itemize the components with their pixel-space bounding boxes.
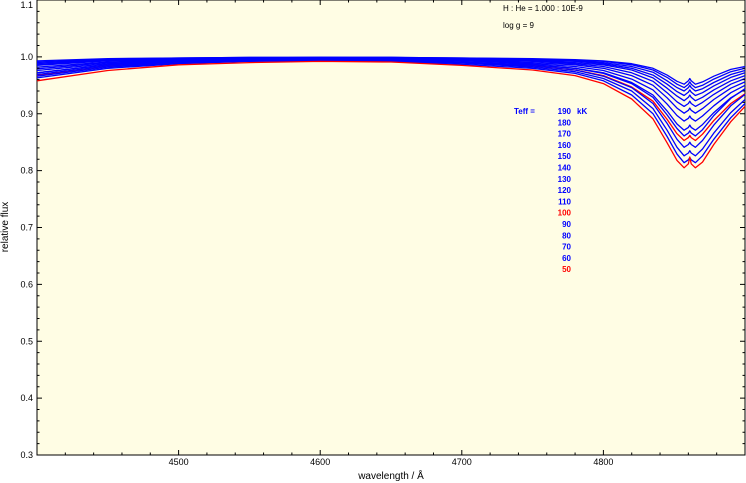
y-tick-label: 0.6 (20, 279, 33, 289)
y-tick-label: 0.5 (20, 336, 33, 346)
y-tick-label: 0.4 (20, 393, 33, 403)
x-axis-label: wavelength / Å (357, 469, 424, 482)
y-tick-label: 1.0 (20, 52, 33, 62)
legend-entry-100: 100 (558, 209, 572, 218)
legend: 190 180 170 160 150 140 130 120 110 100 90 80 70 60 50 (558, 107, 572, 274)
y-tick-label: 0.7 (20, 223, 33, 233)
x-tick-label: 4800 (593, 457, 613, 467)
legend-entry-70: 70 (562, 243, 571, 252)
y-tick-label: 0.8 (20, 166, 33, 176)
y-tick-label: 0.9 (20, 109, 33, 119)
legend-entry-90: 90 (562, 220, 571, 229)
legend-entry-80: 80 (562, 231, 571, 240)
x-tick-label: 4500 (169, 457, 189, 467)
legend-entry-130: 130 (558, 175, 572, 184)
gravity-text: log g = 9 (503, 21, 534, 30)
legend-entry-120: 120 (558, 186, 572, 195)
annotation-gravity: log g = 9 (503, 21, 534, 30)
series-lines (36, 56, 746, 169)
y-tick-label: 0.3 (20, 450, 33, 460)
x-tick-label: 4600 (310, 457, 330, 467)
y-axis-label: relative flux (0, 202, 11, 253)
legend-entry-150: 150 (558, 152, 572, 161)
axes: 4500 4600 4700 4800 0.3 0.4 0.5 0.6 0.7 0.8 0.9 1.0… (20, 0, 746, 467)
y-tick-label: 1.1 (20, 0, 33, 10)
teff-label: Teff = (514, 107, 535, 116)
legend-entry-160: 160 (558, 141, 572, 150)
series-line-60 (36, 60, 746, 164)
teff-unit: kK (577, 107, 587, 116)
legend-entry-50: 50 (562, 265, 571, 274)
abundance-text: H : He = 1.000 : 10E-9 (503, 4, 583, 13)
legend-entry-60: 60 (562, 254, 571, 263)
annotation-abundance: H : He = 1.000 : 10E-9 (503, 4, 583, 13)
series-line-50 (36, 60, 746, 169)
legend-entry-140: 140 (558, 164, 572, 173)
legend-entry-180: 180 (558, 118, 572, 127)
x-tick-label: 4700 (452, 457, 472, 467)
plot-background (36, 0, 746, 456)
legend-entry-170: 170 (558, 130, 572, 139)
legend-entry-110: 110 (558, 197, 571, 206)
legend-entry-190: 190 (558, 107, 572, 116)
